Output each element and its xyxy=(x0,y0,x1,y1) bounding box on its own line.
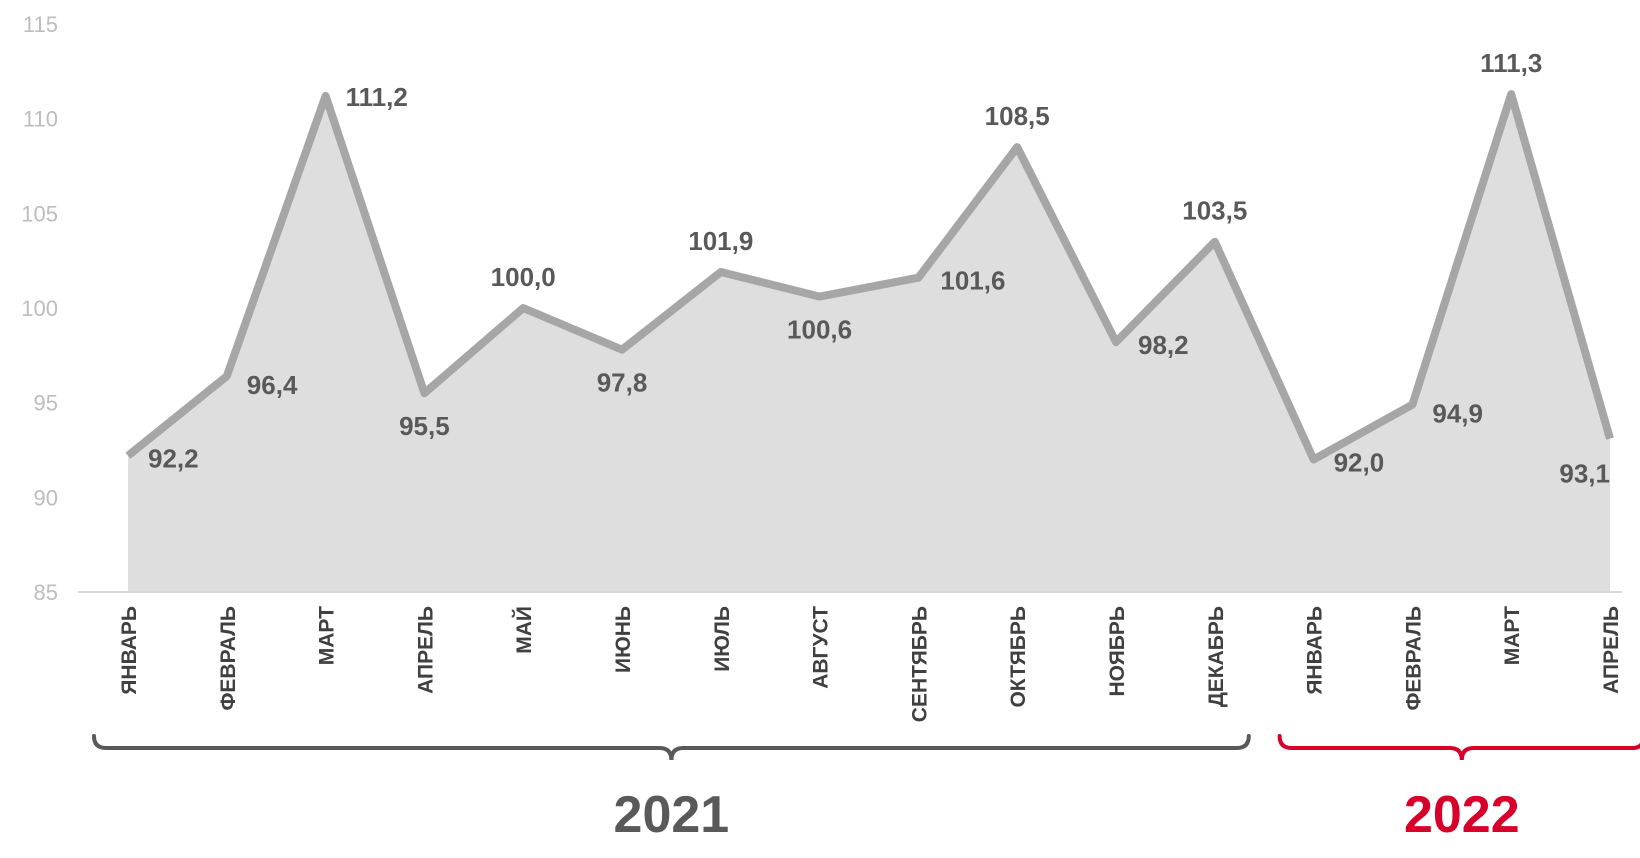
y-tick-label: 95 xyxy=(34,391,58,416)
data-label: 100,6 xyxy=(787,315,852,345)
group-label-2021: 2021 xyxy=(614,786,730,844)
x-tick-label: ФЕВРАЛЬ xyxy=(217,606,240,711)
series-line xyxy=(125,90,1614,464)
data-label: 111,2 xyxy=(346,82,408,112)
x-tick-label: НОЯБРЬ xyxy=(1106,606,1129,697)
x-axis-ticks: ЯНВАРЬ ФЕВРАЛЬ МАРТ АПРЕЛЬ МАЙ ИЮНЬ ИЮЛЬ АВГУСТ… xyxy=(118,606,1623,722)
y-axis: 85 90 95 100 105 110 115 xyxy=(21,12,58,605)
data-label: 101,6 xyxy=(940,266,1005,296)
y-tick-label: 105 xyxy=(21,201,58,226)
data-label: 103,5 xyxy=(1182,196,1247,226)
x-tick-label: МАРТ xyxy=(316,606,339,665)
data-labels: 92,2 96,4 111,2 95,5 100,0 97,8 101,9 100,6 101,… xyxy=(148,48,1610,489)
x-tick-label: АПРЕЛЬ xyxy=(1600,606,1623,694)
data-label: 111,3 xyxy=(1480,48,1542,78)
x-tick-label: ЯНВАРЬ xyxy=(1304,606,1327,695)
y-tick-label: 115 xyxy=(23,12,58,37)
y-tick-label: 110 xyxy=(23,107,58,132)
area-fill xyxy=(128,94,1610,592)
y-tick-label: 90 xyxy=(34,485,58,510)
data-label: 108,5 xyxy=(985,101,1050,131)
x-tick-label: ИЮНЬ xyxy=(612,606,635,673)
x-tick-label: МАРТ xyxy=(1501,606,1524,665)
data-label: 97,8 xyxy=(597,368,648,398)
x-tick-label: СЕНТЯБРЬ xyxy=(908,606,931,722)
x-tick-label: ДЕКАБРЬ xyxy=(1205,606,1228,707)
group-label-2022: 2022 xyxy=(1404,786,1520,844)
data-label: 92,2 xyxy=(148,444,199,474)
data-label: 93,1 xyxy=(1559,459,1610,489)
x-tick-label: ФЕВРАЛЬ xyxy=(1402,606,1425,711)
data-label: 101,9 xyxy=(688,226,753,256)
data-label: 94,9 xyxy=(1432,399,1483,429)
data-label: 92,0 xyxy=(1334,447,1385,477)
x-tick-label: МАЙ xyxy=(512,606,536,654)
x-tick-label: АВГУСТ xyxy=(810,606,833,689)
y-tick-label: 100 xyxy=(21,296,58,321)
group-brace-2022 xyxy=(1277,734,1640,761)
data-label: 95,5 xyxy=(399,411,450,441)
group-brace-2021 xyxy=(92,734,1251,761)
data-label: 100,0 xyxy=(491,262,556,292)
year-groups: 2021 2022 xyxy=(92,734,1640,844)
data-label: 96,4 xyxy=(247,370,298,400)
data-label: 98,2 xyxy=(1138,330,1189,360)
x-tick-label: АПРЕЛЬ xyxy=(414,606,437,694)
x-tick-label: ИЮЛЬ xyxy=(711,606,734,672)
x-tick-label: ОКТЯБРЬ xyxy=(1007,606,1030,708)
x-tick-label: ЯНВАРЬ xyxy=(118,606,141,695)
y-tick-label: 85 xyxy=(34,580,58,605)
